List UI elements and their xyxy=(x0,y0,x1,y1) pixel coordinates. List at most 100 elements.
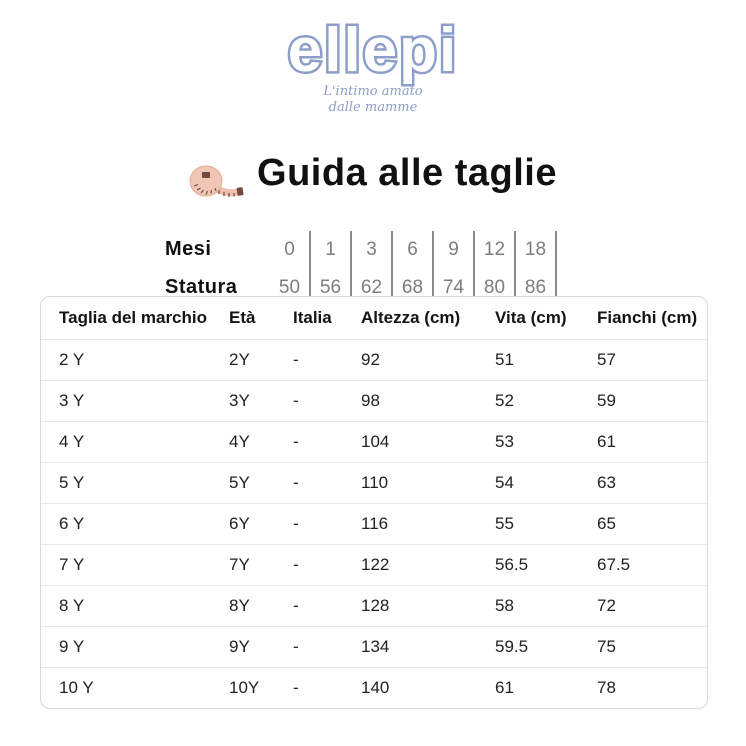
age-height-cell: 62 xyxy=(352,268,393,307)
age-height-cell: 74 xyxy=(434,268,475,307)
size-table-cell: - xyxy=(293,637,299,656)
size-table-header-cell: Altezza (cm) xyxy=(361,308,461,327)
size-table-cell: 58 xyxy=(495,596,514,615)
size-table-cell: 56.5 xyxy=(495,555,529,574)
size-table-cell: 59 xyxy=(597,391,616,410)
size-table-row: 3 Y 3Y - 98 52 59 xyxy=(41,380,707,421)
size-table-cell: 5 Y xyxy=(59,473,85,492)
brand-logo: ellepi L'intimo amato dalle mamme xyxy=(0,0,746,117)
size-table-cell: 104 xyxy=(361,432,390,451)
size-table-cell: 9 Y xyxy=(59,637,85,656)
size-table-cell: 51 xyxy=(495,350,514,369)
brand-tagline: L'intimo amato dalle mamme xyxy=(0,84,746,117)
size-table-cell: - xyxy=(293,350,299,369)
age-height-row: Mesi 0 1 3 6 9 12 18 xyxy=(165,230,558,269)
size-table-cell: 2 Y xyxy=(59,350,85,369)
size-table-row: 5 Y 5Y - 110 54 63 xyxy=(41,462,707,503)
size-table-cell: 134 xyxy=(361,637,390,656)
size-table-cell: - xyxy=(293,432,299,451)
size-table-cell: 3Y xyxy=(229,391,250,410)
size-table-cell: - xyxy=(293,514,299,533)
brand-logo-text: ellepi xyxy=(285,16,459,85)
size-table-cell: 140 xyxy=(361,678,390,697)
size-table-cell: 9Y xyxy=(229,637,250,656)
size-table-cell: 6 Y xyxy=(59,514,85,533)
size-table-cell: 122 xyxy=(361,555,390,574)
size-table-cell: 6Y xyxy=(229,514,250,533)
age-height-cell: 50 xyxy=(270,268,311,307)
size-table-row: 9 Y 9Y - 134 59.5 75 xyxy=(41,626,707,667)
size-table: Taglia del marchio Età Italia Altezza (c… xyxy=(40,296,708,709)
size-table-cell: 63 xyxy=(597,473,616,492)
size-table-cell: 4Y xyxy=(229,432,250,451)
size-table-cell: - xyxy=(293,473,299,492)
size-table-cell: 61 xyxy=(597,432,616,451)
size-table-cell: 72 xyxy=(597,596,616,615)
brand-tagline-line1: L'intimo amato xyxy=(323,84,423,99)
size-table-cell: 54 xyxy=(495,473,514,492)
size-table-cell: 4 Y xyxy=(59,432,85,451)
size-table-cell: - xyxy=(293,391,299,410)
size-table-cell: - xyxy=(293,678,299,697)
size-table-cell: 7 Y xyxy=(59,555,85,574)
size-table-cell: 52 xyxy=(495,391,514,410)
size-table-row: 10 Y 10Y - 140 61 78 xyxy=(41,667,707,708)
size-table-cell: 55 xyxy=(495,514,514,533)
age-height-cell: 3 xyxy=(352,230,393,269)
size-table-header-row: Taglia del marchio Età Italia Altezza (c… xyxy=(41,297,707,339)
age-height-cell: 6 xyxy=(393,230,434,269)
size-table-header-cell: Età xyxy=(229,308,256,327)
size-table-cell: 8 Y xyxy=(59,596,85,615)
measuring-tape-icon xyxy=(189,165,244,197)
size-table-cell: - xyxy=(293,596,299,615)
size-table-cell: 57 xyxy=(597,350,616,369)
size-table-header-cell: Fianchi (cm) xyxy=(597,308,698,327)
size-table-cell: 8Y xyxy=(229,596,250,615)
page-title: Guida alle taglie xyxy=(257,152,557,194)
size-table-row: 4 Y 4Y - 104 53 61 xyxy=(41,421,707,462)
size-table-cell: 65 xyxy=(597,514,616,533)
size-table-cell: 2Y xyxy=(229,350,250,369)
size-table-cell: - xyxy=(293,555,299,574)
size-table-cell: 75 xyxy=(597,637,616,656)
size-table-cell: 116 xyxy=(361,514,389,533)
age-height-cell: 68 xyxy=(393,268,434,307)
age-height-cell: 56 xyxy=(311,268,352,307)
size-table-cell: 110 xyxy=(361,473,389,492)
size-table-cell: 10 Y xyxy=(59,678,94,697)
size-table-row: 6 Y 6Y - 116 55 65 xyxy=(41,503,707,544)
size-table-row: 2 Y 2Y - 92 51 57 xyxy=(41,339,707,380)
size-table-header-cell: Vita (cm) xyxy=(495,308,567,327)
size-table-cell: 10Y xyxy=(229,678,260,697)
size-table-cell: 128 xyxy=(361,596,390,615)
size-table-cell: 78 xyxy=(597,678,616,697)
size-table-cell: 59.5 xyxy=(495,637,529,656)
age-height-cell: 0 xyxy=(270,230,311,269)
age-height-cell: 12 xyxy=(475,230,516,269)
brand-tagline-line2: dalle mamme xyxy=(328,100,418,116)
age-height-row-cells: 0 1 3 6 9 12 18 xyxy=(270,230,558,269)
size-table-cell: 98 xyxy=(361,391,380,410)
size-table-row: 7 Y 7Y - 122 56.5 67.5 xyxy=(41,544,707,585)
title-row: Guida alle taglie xyxy=(0,143,746,205)
age-height-cell: 9 xyxy=(434,230,475,269)
age-height-cell: 86 xyxy=(516,268,557,307)
size-table-row: 8 Y 8Y - 128 58 72 xyxy=(41,585,707,626)
size-table-cell: 67.5 xyxy=(597,555,631,574)
size-table-cell: 53 xyxy=(495,432,514,451)
size-table-cell: 5Y xyxy=(229,473,250,492)
size-table-cell: 92 xyxy=(361,350,380,369)
age-height-cell: 18 xyxy=(516,230,557,269)
age-height-table: Mesi 0 1 3 6 9 12 18 xyxy=(165,230,558,307)
age-height-cell: 1 xyxy=(311,230,352,269)
age-height-row: Statura 50 56 62 68 74 80 xyxy=(165,268,558,307)
size-table-header-cell: Taglia del marchio xyxy=(59,308,208,327)
size-table-cell: 3 Y xyxy=(59,391,85,410)
size-table-header-cell: Italia xyxy=(293,308,332,327)
age-height-row-label: Mesi xyxy=(165,238,212,260)
age-height-cell: 80 xyxy=(475,268,516,307)
size-table-cell: 61 xyxy=(495,678,514,697)
age-height-row-cells: 50 56 62 68 74 80 86 xyxy=(270,268,558,307)
size-table-body: 2 Y 2Y - 92 51 57 3 Y xyxy=(41,339,707,708)
